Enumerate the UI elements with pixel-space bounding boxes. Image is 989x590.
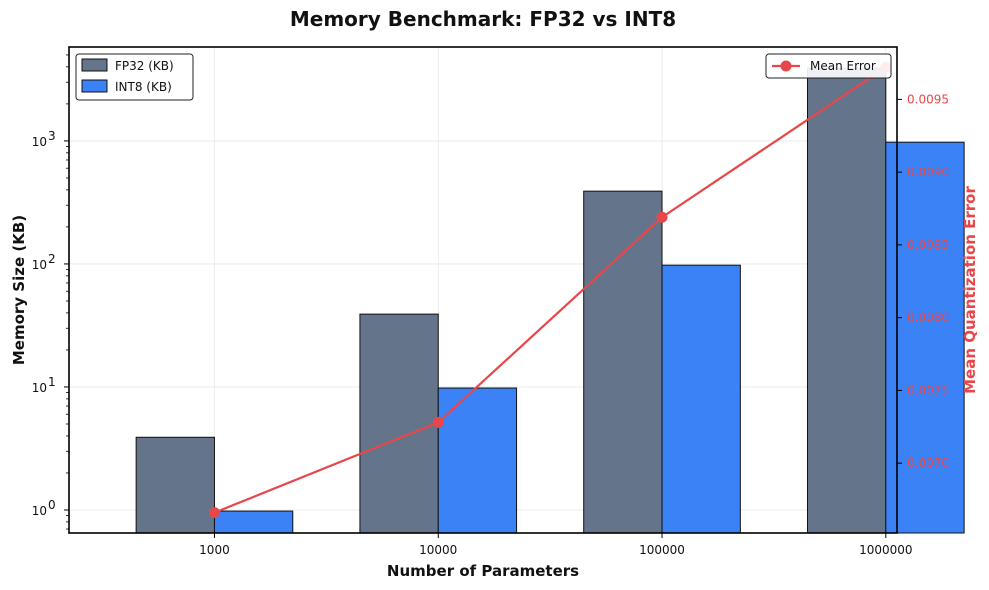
y2-axis-label: Mean Quantization Error (961, 186, 979, 394)
legend-line: Mean Error (765, 53, 892, 79)
chart-title: Memory Benchmark: FP32 vs INT8 (290, 7, 676, 31)
bar-fp32 (806, 67, 887, 534)
bar-int8 (885, 141, 965, 534)
legend-swatch (81, 79, 108, 93)
y-tick-label: 10 (32, 504, 47, 518)
y2-ticks: 0.0070 0.0075 0.0080 0.0085 0.0090 0.0095 (897, 92, 949, 470)
y-tick-exponent: 2 (48, 252, 56, 266)
y-tick-exponent: 0 (48, 498, 56, 512)
y-tick-exponent: 1 (48, 375, 56, 389)
x-tick-label: 1000 (199, 543, 230, 557)
x-ticks: 1000 10000 100000 1000000 (199, 533, 913, 557)
y2-tick-label: 0.0070 (907, 456, 949, 470)
error-line (208, 61, 892, 519)
bar-int8 (661, 264, 741, 534)
error-line-path (214, 66, 887, 514)
legend-marker (780, 60, 792, 72)
bar-fp32 (583, 190, 663, 534)
y-tick-label: 10 (32, 258, 47, 272)
x-tick-label: 1000000 (859, 543, 912, 557)
y2-tick-label: 0.0080 (907, 311, 949, 325)
y2-tick-label: 0.0075 (907, 383, 949, 397)
legend-bars: FP32 (KB) INT8 (KB) (75, 53, 194, 101)
y2-tick-label: 0.0090 (907, 165, 949, 179)
bar-int8 (213, 510, 294, 534)
x-axis-label: Number of Parameters (387, 562, 579, 580)
y-tick-label: 10 (32, 381, 47, 395)
y2-tick-label: 0.0085 (907, 238, 949, 252)
bar-int8 (437, 387, 518, 534)
legend-swatch (81, 58, 108, 72)
x-tick-label: 10000 (419, 543, 457, 557)
legend-box (765, 53, 892, 79)
bar-fp32 (135, 436, 215, 534)
bar-fp32 (359, 313, 439, 534)
y-axis-label: Memory Size (KB) (10, 215, 28, 365)
y-tick-exponent: 3 (48, 129, 56, 143)
y2-tick-label: 0.0095 (907, 92, 949, 106)
legend-label: Mean Error (810, 59, 876, 73)
plot-frame (68, 46, 898, 534)
error-point (432, 416, 444, 428)
bars (135, 67, 965, 534)
legend-label: FP32 (KB) (115, 59, 174, 73)
y-tick-label: 10 (32, 135, 47, 149)
legend-label: INT8 (KB) (115, 80, 172, 94)
x-tick-label: 100000 (639, 543, 685, 557)
error-point (208, 507, 220, 519)
error-point (656, 211, 668, 223)
